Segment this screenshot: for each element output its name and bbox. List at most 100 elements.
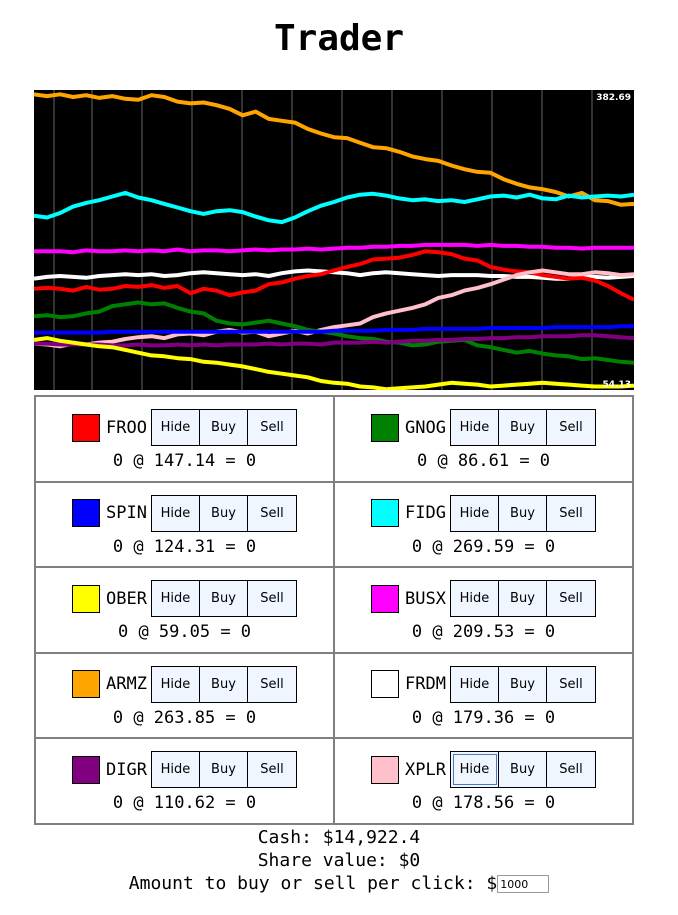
hide-button[interactable]: Hide [450, 495, 499, 531]
chart-max-label: 382.69 [596, 93, 631, 103]
buy-button[interactable]: Buy [498, 495, 547, 531]
sell-button[interactable]: Sell [546, 410, 595, 445]
hide-button[interactable]: Hide [450, 666, 499, 702]
hide-button[interactable]: Hide [450, 581, 499, 617]
stock-cell-froo: FROO Hide Buy Sell 0 @ 147.14 = 0 [35, 396, 334, 482]
holding-line: 0 @ 110.62 = 0 [112, 793, 257, 814]
buy-button[interactable]: Buy [498, 581, 547, 617]
hide-button[interactable]: Hide [151, 495, 200, 531]
series-line-ober [34, 336, 634, 390]
series-line-xplr [34, 268, 634, 349]
stock-symbol: FRDM [405, 674, 446, 695]
stock-cell-digr: DIGR Hide Buy Sell 0 @ 110.62 = 0 [35, 738, 334, 824]
series-line-gnog [34, 300, 634, 365]
stock-symbol: OBER [106, 588, 147, 609]
buy-button[interactable]: Buy [199, 495, 248, 531]
sell-button[interactable]: Sell [546, 752, 595, 788]
stock-cell-gnog: GNOG Hide Buy Sell 0 @ 86.61 = 0 [334, 396, 633, 482]
holding-line: 0 @ 263.85 = 0 [112, 707, 257, 728]
stock-button-group: Hide Buy Sell [150, 494, 297, 532]
holding-line: 0 @ 269.59 = 0 [411, 536, 556, 557]
buy-button[interactable]: Buy [498, 410, 547, 445]
stock-controls: FIDG Hide Buy Sell [335, 494, 632, 532]
hide-button[interactable]: Hide [151, 581, 200, 617]
stock-button-group: Hide Buy Sell [449, 665, 596, 703]
stock-controls: FRDM Hide Buy Sell [335, 665, 632, 703]
series-line-digr [34, 333, 634, 348]
color-swatch [371, 670, 400, 699]
price-chart-svg: 382.69 54.13 [34, 90, 634, 390]
stock-cell-ober: OBER Hide Buy Sell 0 @ 59.05 = 0 [35, 567, 334, 653]
hide-button[interactable]: Hide [151, 410, 200, 445]
sell-button[interactable]: Sell [546, 495, 595, 531]
price-chart: 382.69 54.13 [34, 90, 634, 390]
hide-button[interactable]: Hide [151, 752, 200, 788]
holding-line: 0 @ 59.05 = 0 [117, 622, 252, 643]
stock-controls: BUSX Hide Buy Sell [335, 580, 632, 618]
sell-button[interactable]: Sell [247, 495, 296, 531]
stock-button-group: Hide Buy Sell [150, 751, 297, 789]
stock-button-group: Hide Buy Sell [449, 409, 596, 446]
buy-button[interactable]: Buy [199, 752, 248, 788]
page-title: Trader [273, 18, 405, 59]
series-line-fidg [34, 190, 634, 225]
stock-symbol: FROO [106, 417, 147, 438]
cash-display: Cash: $14,922.4 [257, 827, 421, 848]
sell-button[interactable]: Sell [546, 666, 595, 702]
hide-button[interactable]: Hide [450, 410, 499, 445]
share-value-display: Share value: $0 [257, 850, 421, 871]
stock-symbol: GNOG [405, 417, 446, 438]
amount-input[interactable] [497, 875, 550, 893]
stock-button-group: Hide Buy Sell [449, 580, 596, 618]
stock-cell-busx: BUSX Hide Buy Sell 0 @ 209.53 = 0 [334, 567, 633, 653]
stock-grid: FROO Hide Buy Sell 0 @ 147.14 = 0 GNOG Hide Buy… [34, 395, 634, 825]
stock-button-group: Hide Buy Sell [150, 580, 297, 618]
stock-cell-xplr: XPLR Hide Buy Sell 0 @ 178.56 = 0 [334, 738, 633, 824]
series-line-busx [34, 242, 634, 255]
stock-cell-armz: ARMZ Hide Buy Sell 0 @ 263.85 = 0 [35, 652, 334, 739]
stock-controls: ARMZ Hide Buy Sell [36, 665, 333, 703]
buy-button[interactable]: Buy [199, 410, 248, 445]
amount-label: Amount to buy or sell per click: $ [128, 873, 498, 894]
stock-button-group: Hide Buy Sell [449, 494, 596, 532]
series-line-armz [34, 92, 634, 207]
sell-button[interactable]: Sell [247, 581, 296, 617]
holding-line: 0 @ 178.56 = 0 [411, 793, 556, 814]
color-swatch [72, 755, 101, 784]
stock-controls: SPIN Hide Buy Sell [36, 494, 333, 532]
stock-cell-fidg: FIDG Hide Buy Sell 0 @ 269.59 = 0 [334, 481, 633, 568]
color-swatch [371, 584, 400, 613]
color-swatch [371, 413, 400, 442]
color-swatch [371, 499, 400, 528]
hide-button[interactable]: Hide [151, 666, 200, 702]
stock-button-group: Hide Buy Sell [150, 409, 297, 446]
stock-symbol: DIGR [106, 759, 147, 780]
stock-button-group: Hide Buy Sell [150, 665, 297, 703]
sell-button[interactable]: Sell [247, 752, 296, 788]
sell-button[interactable]: Sell [247, 666, 296, 702]
stock-symbol: ARMZ [106, 674, 147, 695]
series-line-spin [34, 324, 634, 335]
buy-button[interactable]: Buy [498, 666, 547, 702]
sell-button[interactable]: Sell [247, 410, 296, 445]
holding-line: 0 @ 124.31 = 0 [112, 536, 257, 557]
stock-controls: XPLR Hide Buy Sell [335, 751, 632, 789]
sell-button[interactable]: Sell [546, 581, 595, 617]
amount-row: Amount to buy or sell per click: $ [0, 872, 678, 895]
stock-controls: GNOG Hide Buy Sell [335, 409, 632, 446]
holding-line: 0 @ 209.53 = 0 [411, 622, 556, 643]
buy-button[interactable]: Buy [199, 666, 248, 702]
holding-line: 0 @ 86.61 = 0 [416, 451, 551, 471]
color-swatch [72, 413, 101, 442]
stock-controls: OBER Hide Buy Sell [36, 580, 333, 618]
hide-button[interactable]: Hide [450, 752, 499, 788]
stock-symbol: BUSX [405, 588, 446, 609]
buy-button[interactable]: Buy [498, 752, 547, 788]
buy-button[interactable]: Buy [199, 581, 248, 617]
chart-min-label: 54.13 [603, 380, 631, 390]
holding-line: 0 @ 147.14 = 0 [112, 451, 257, 471]
stock-controls: FROO Hide Buy Sell [36, 409, 333, 446]
holding-line: 0 @ 179.36 = 0 [411, 707, 556, 728]
stock-symbol: SPIN [106, 503, 147, 524]
stock-button-group: Hide Buy Sell [449, 751, 596, 789]
